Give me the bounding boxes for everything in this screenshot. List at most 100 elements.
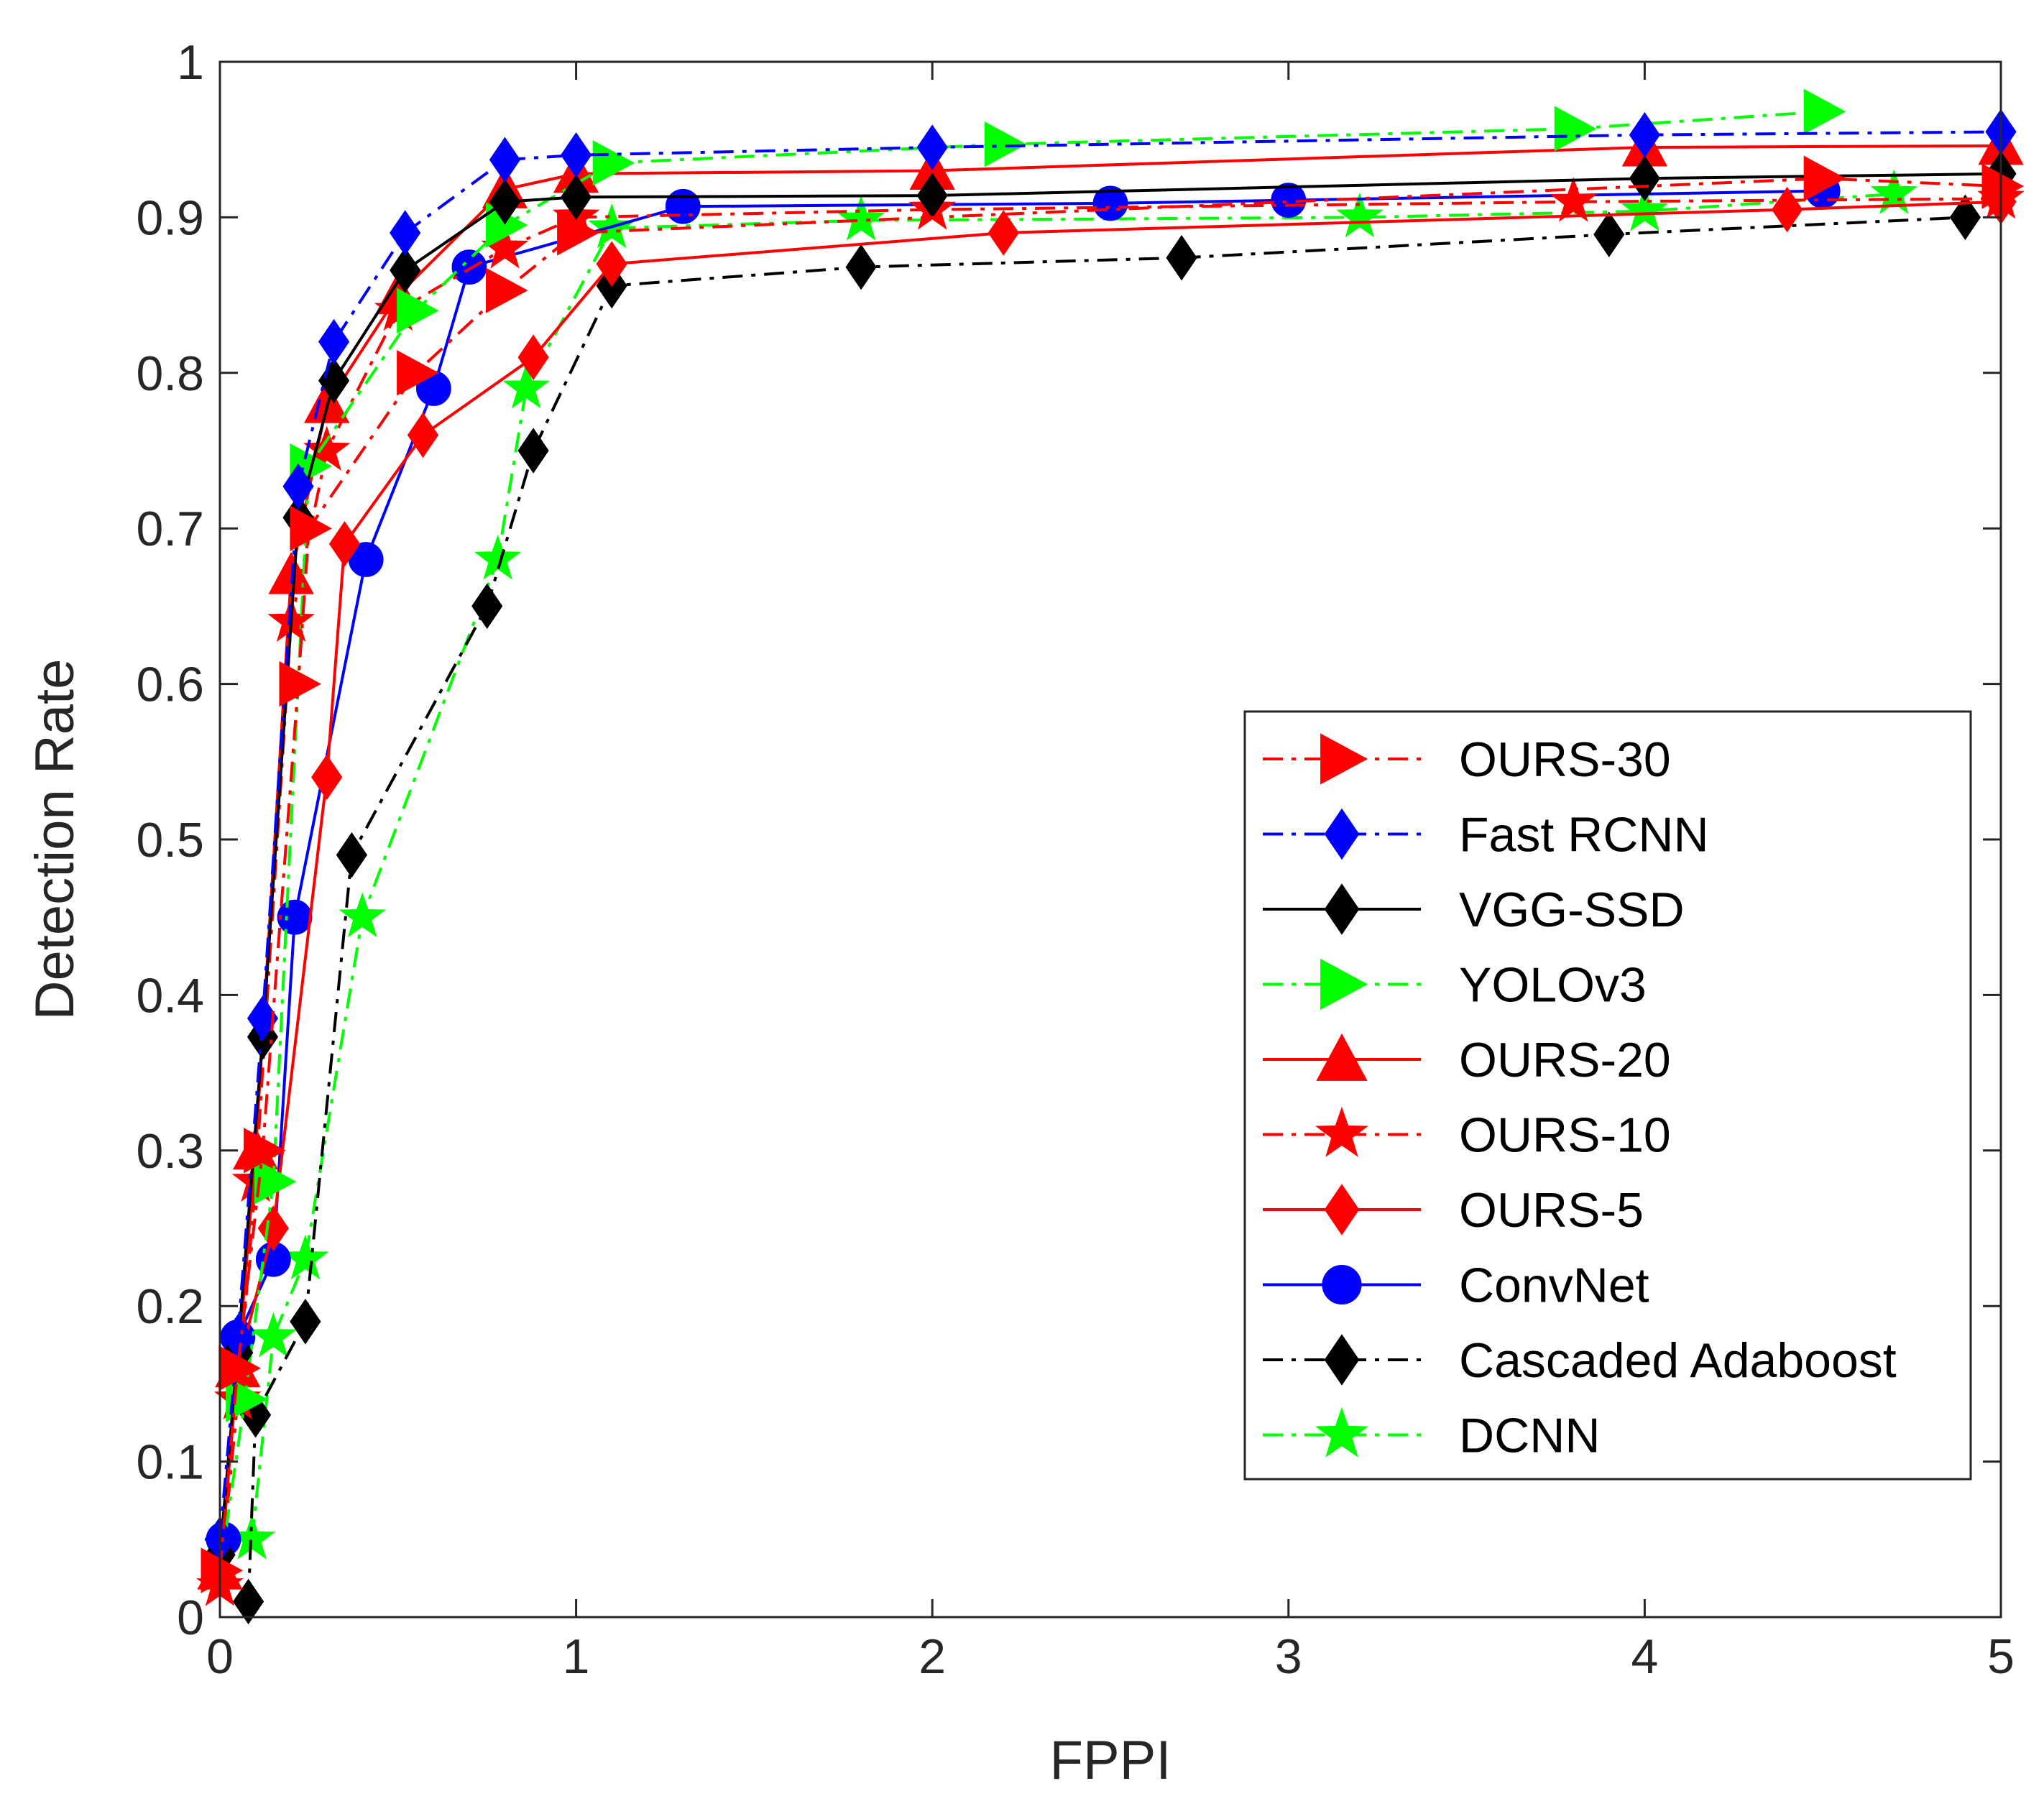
legend-label: VGG-SSD: [1459, 883, 1685, 937]
data-point-vgg-ssd: [390, 247, 421, 293]
data-point-fast-rcnn: [560, 132, 592, 178]
data-point-yolov3: [1803, 88, 1846, 134]
y-axis-label: Detection Rate: [24, 659, 86, 1021]
data-point-vgg-ssd: [1629, 155, 1661, 202]
series-dcnn: [228, 169, 1918, 1560]
legend-label: YOLOv3: [1459, 958, 1647, 1013]
legend-item-vgg-ssd: VGG-SSD: [1263, 883, 1685, 937]
legend-item-ours-30: OURS-30: [1263, 732, 1671, 787]
data-point-cascaded-adaboost: [517, 428, 549, 474]
y-tick-labels: 0 0.1 0.2 0.3 0.4 0.5 0.6 0.7 0.8 0.9 1: [136, 35, 204, 1645]
legend-box: [1243, 710, 1972, 1481]
legend-label: DCNN: [1459, 1409, 1600, 1463]
data-point-cascaded-adaboost: [845, 244, 877, 290]
data-point-fast-rcnn: [916, 124, 948, 170]
y-tick-label: 0.7: [136, 502, 204, 556]
legend-marker: [1320, 733, 1368, 785]
data-point-yolov3: [397, 287, 439, 333]
legend-item-ours-10: OURS-10: [1263, 1106, 1671, 1163]
series-cascaded-adaboost: [232, 194, 1981, 1625]
data-point-cascaded-adaboost: [1593, 211, 1625, 257]
data-point-ours-30: [1803, 155, 1846, 201]
legend: OURS-30 Fast RCNN VGG-SSD YOLOv3 OURS-20 OURS…: [1243, 710, 1972, 1481]
legend-marker: [1324, 883, 1360, 935]
data-point-vgg-ssd: [560, 174, 592, 221]
x-tick-label: 1: [563, 1629, 590, 1684]
y-tick-label: 0.8: [136, 346, 204, 401]
data-point-convnet: [277, 899, 313, 935]
data-point-fast-rcnn: [489, 137, 521, 183]
data-point-convnet: [1092, 185, 1128, 221]
data-point-dcnn: [502, 363, 551, 409]
data-point-dcnn: [1870, 169, 1918, 214]
y-tick-label: 0.9: [136, 190, 204, 245]
legend-label: Cascaded Adaboost: [1459, 1333, 1897, 1388]
data-point-ours-10: [303, 425, 351, 471]
legend-label: OURS-5: [1459, 1183, 1644, 1238]
series-line-dcnn: [250, 192, 1895, 1540]
legend-marker: [1324, 1184, 1360, 1235]
axes-frame: [218, 60, 2002, 1619]
data-point-fast-rcnn: [390, 210, 421, 256]
data-point-ours-30: [201, 1547, 244, 1593]
y-tick-label: 0.1: [136, 1435, 204, 1490]
x-tick-label: 3: [1275, 1629, 1302, 1684]
data-point-cascaded-adaboost: [471, 583, 503, 630]
legend-item-cascaded-adaboost: Cascaded Adaboost: [1263, 1333, 1897, 1388]
data-point-ours-5: [311, 754, 343, 801]
data-point-ours-30: [244, 1128, 286, 1174]
legend-item-ours-5: OURS-5: [1263, 1183, 1644, 1238]
data-point-yolov3: [254, 1159, 297, 1205]
data-point-ours-30: [486, 267, 528, 313]
series-ours-30: [201, 155, 2025, 1593]
data-point-fast-rcnn: [282, 464, 314, 510]
data-point-dcnn: [1336, 192, 1384, 238]
data-point-ours-30: [279, 660, 322, 707]
data-point-fast-rcnn: [1629, 111, 1661, 158]
data-point-dcnn: [249, 1312, 298, 1358]
legend-marker: [1315, 1106, 1368, 1157]
data-point-ours-30: [397, 350, 439, 396]
data-point-ours-10: [1550, 177, 1598, 222]
data-point-dcnn: [837, 195, 885, 241]
x-tick-label: 5: [1987, 1629, 2015, 1684]
y-tick-label: 0.6: [136, 658, 204, 712]
y-tick-label: 0.4: [136, 968, 204, 1023]
legend-marker: [1324, 808, 1360, 860]
series-line-ours-30: [218, 177, 2002, 1571]
legend-label: OURS-10: [1459, 1108, 1671, 1163]
data-point-dcnn: [339, 892, 387, 938]
data-point-vgg-ssd: [489, 179, 521, 225]
data-point-cascaded-adaboost: [336, 832, 368, 878]
x-tick-labels: 0 1 2 3 4 5: [206, 1629, 2015, 1684]
data-point-ours-30: [290, 505, 333, 551]
legend-marker: [1322, 1264, 1362, 1305]
data-point-ours-5: [328, 521, 361, 567]
data-point-ours-30: [1981, 163, 2025, 209]
data-point-convnet: [451, 249, 487, 285]
legend-label: Fast RCNN: [1459, 808, 1709, 862]
legend-label: OURS-20: [1459, 1033, 1671, 1087]
data-point-fast-rcnn: [318, 318, 350, 365]
data-point-yolov3: [592, 140, 635, 186]
data-point-ours-5: [596, 241, 627, 287]
x-tick-label: 2: [919, 1629, 946, 1684]
series-line-cascaded-adaboost: [247, 216, 1966, 1602]
legend-item-fast-rcnn: Fast RCNN: [1263, 808, 1709, 862]
y-tick-label: 0.5: [136, 813, 204, 867]
data-point-ours-30: [557, 210, 599, 256]
plot-area: [196, 88, 2025, 1625]
y-tick-label: 0.3: [136, 1124, 204, 1179]
data-point-cascaded-adaboost: [232, 1578, 264, 1625]
series-line-yolov3: [218, 110, 1823, 1571]
legend-marker: [1316, 1033, 1368, 1081]
data-point-convnet: [665, 188, 701, 224]
legend-item-dcnn: DCNN: [1263, 1407, 1600, 1463]
data-point-cascaded-adaboost: [290, 1299, 321, 1345]
legend-marker: [1320, 958, 1368, 1011]
data-point-cascaded-adaboost: [1949, 194, 1981, 241]
legend-label: ConvNet: [1459, 1258, 1649, 1313]
data-point-cascaded-adaboost: [1166, 234, 1197, 281]
data-point-dcnn: [1621, 186, 1669, 231]
